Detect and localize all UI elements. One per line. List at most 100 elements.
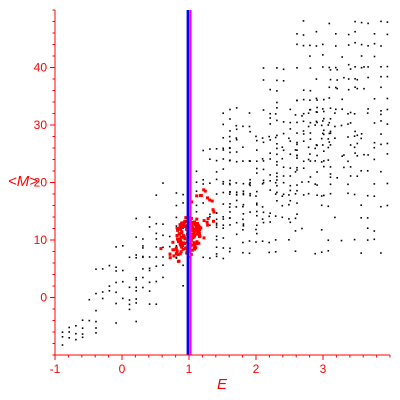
data-point-black: [195, 204, 198, 207]
data-point-black: [316, 171, 318, 173]
data-point-black: [235, 124, 238, 127]
data-point-black: [229, 151, 231, 154]
data-point-black: [81, 319, 84, 321]
data-point-black: [289, 167, 292, 169]
data-point-black: [229, 224, 231, 226]
data-point-black: [373, 98, 376, 100]
data-point-red: [178, 242, 182, 246]
data-point-black: [296, 43, 298, 46]
data-point-black: [228, 250, 231, 253]
data-point-black: [296, 157, 298, 159]
data-point-black: [386, 142, 389, 145]
data-point-black: [75, 338, 77, 341]
data-point-black: [282, 132, 285, 135]
data-point-black: [162, 246, 164, 249]
data-point-black: [276, 134, 278, 137]
data-point-black: [81, 336, 84, 339]
data-point-black: [276, 179, 278, 181]
data-point-black: [380, 143, 382, 146]
data-point-black: [209, 213, 211, 216]
data-point-black: [135, 320, 137, 323]
data-point-black: [323, 117, 325, 120]
data-point-red: [184, 220, 188, 223]
data-point-black: [215, 238, 218, 241]
data-point-black: [386, 108, 389, 111]
data-point-black: [128, 256, 131, 259]
data-point-black: [353, 146, 356, 149]
data-point-black: [75, 325, 77, 327]
data-point-black: [315, 111, 318, 113]
data-point-black: [356, 134, 359, 137]
data-point-black: [256, 214, 258, 217]
data-point-red: [212, 210, 216, 214]
data-point-red: [210, 199, 214, 203]
data-point-black: [256, 139, 258, 142]
data-point-black: [248, 112, 251, 114]
data-point-black: [215, 246, 218, 248]
data-point-black: [386, 21, 389, 23]
data-point-black: [95, 268, 97, 270]
data-point-red: [190, 248, 194, 252]
data-point-black: [336, 177, 338, 179]
data-point-black: [309, 67, 312, 69]
data-point-black: [229, 118, 231, 120]
data-point-black: [262, 67, 265, 69]
data-point-black: [101, 291, 104, 293]
data-point-black: [309, 176, 312, 178]
data-point-black: [269, 189, 271, 191]
data-point-black: [347, 88, 350, 91]
data-point-black: [209, 216, 211, 218]
data-point-black: [386, 204, 389, 207]
data-point-black: [122, 297, 124, 300]
data-point-black: [215, 224, 218, 226]
data-point-black: [142, 268, 144, 270]
data-point-black: [276, 175, 278, 178]
data-point-red: [202, 188, 206, 192]
data-point-black: [294, 171, 297, 173]
data-point-black: [309, 99, 311, 101]
data-point-black: [155, 232, 158, 235]
data-point-black: [215, 171, 218, 173]
data-point-black: [148, 269, 151, 272]
data-point-black: [222, 216, 224, 218]
data-point-black: [301, 227, 303, 230]
data-point-black: [195, 190, 198, 192]
data-point-black: [249, 130, 251, 133]
data-point-red: [159, 247, 163, 251]
data-point-black: [242, 241, 244, 244]
data-point-black: [222, 168, 225, 170]
data-point-black: [316, 194, 318, 196]
data-point-black: [347, 33, 350, 36]
data-point-black: [320, 229, 323, 231]
data-point-black: [215, 235, 218, 238]
data-point-black: [88, 298, 91, 301]
data-point-black: [249, 194, 251, 197]
data-point-black: [274, 215, 277, 217]
data-point-black: [135, 302, 137, 304]
data-point-black: [314, 183, 316, 185]
data-point-black: [309, 153, 311, 155]
data-point-black: [380, 86, 382, 89]
data-point-red: [203, 189, 207, 193]
data-point-black: [360, 43, 363, 46]
data-point-black: [386, 75, 389, 78]
data-point-black: [323, 194, 325, 197]
data-point-red: [205, 220, 209, 224]
data-point-black: [316, 154, 318, 157]
data-point-black: [366, 170, 369, 172]
data-point-black: [302, 140, 305, 142]
data-point-black: [242, 251, 244, 254]
data-point-black: [335, 45, 337, 47]
data-point-red: [178, 232, 181, 236]
data-point-black: [249, 211, 251, 213]
data-point-black: [182, 193, 184, 196]
data-point-black: [135, 290, 137, 292]
data-point-red: [192, 241, 196, 245]
data-point-black: [155, 265, 158, 267]
data-point-red: [192, 229, 196, 233]
data-point-black: [195, 181, 198, 183]
data-point-black: [222, 224, 225, 226]
data-point-black: [122, 280, 124, 283]
data-point-black: [373, 195, 376, 197]
